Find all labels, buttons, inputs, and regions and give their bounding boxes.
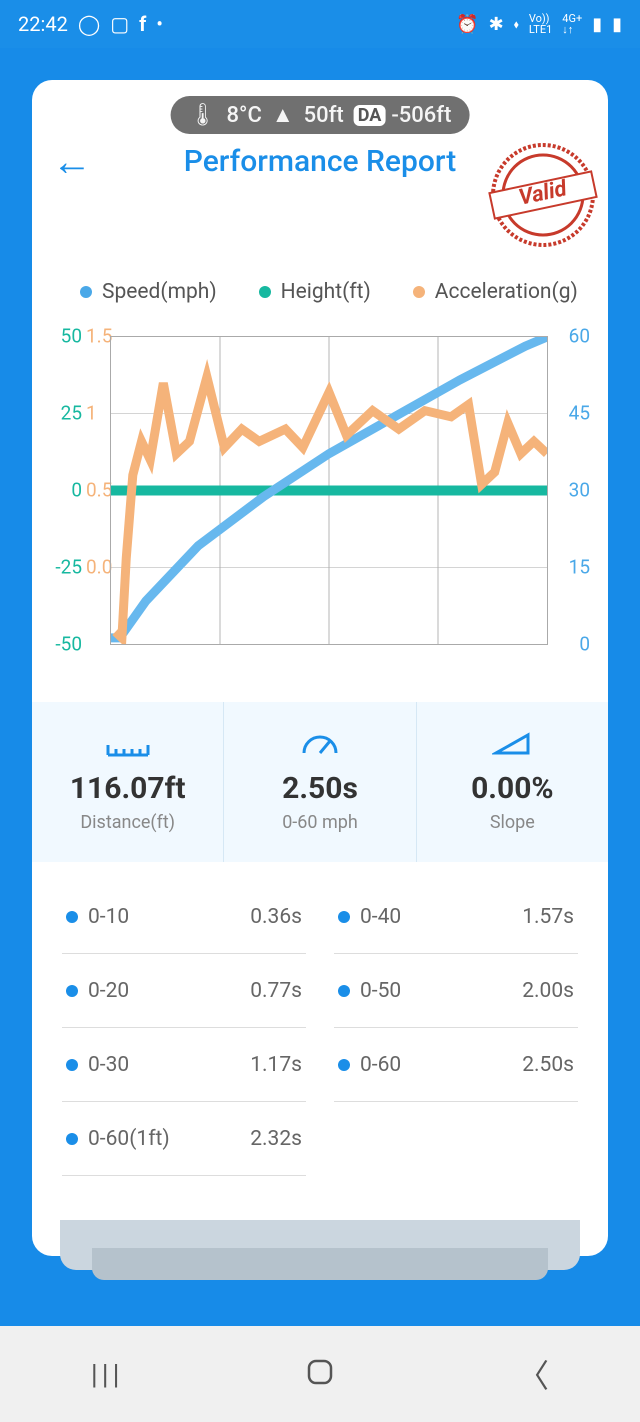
slope-icon: [492, 731, 532, 767]
location-icon: ⬪: [514, 14, 519, 35]
stat-distance-label: Distance(ft): [80, 812, 175, 833]
stat-slope: 0.00% Slope: [417, 702, 608, 862]
report-card: 🌡 8°C ▲ 50ft DA -506ft ← Performance Rep…: [32, 80, 608, 1256]
height-dot-icon: [259, 286, 271, 298]
chart-svg: [111, 337, 547, 644]
status-bar: 22:42 ◯ ▢ f • ⏰ ✱ ⬪ Vo))LTE1 4G+↓↑ ▮ ▮: [0, 0, 640, 48]
page-title: Performance Report: [92, 144, 588, 179]
stat-time-value: 2.50s: [282, 771, 358, 806]
nav-recents-button[interactable]: |||: [91, 1358, 124, 1391]
legend-height: Height(ft): [259, 280, 371, 304]
ruler-icon: [106, 731, 150, 767]
signal-icon: ▮: [592, 14, 602, 35]
whatsapp-icon: ◯: [78, 12, 100, 36]
more-dot-icon: •: [156, 12, 163, 36]
thermometer-icon: 🌡: [189, 103, 217, 128]
chart-legend: Speed(mph) Height(ft) Acceleration(g): [52, 280, 590, 304]
network-icon: 4G+↓↑: [562, 13, 582, 35]
bluetooth-icon: ✱: [489, 14, 504, 35]
split-item: 0-602.50s: [334, 1028, 578, 1102]
speed-dot-icon: [80, 286, 92, 298]
conditions-da: -506ft: [391, 103, 451, 128]
conditions-pill: 🌡 8°C ▲ 50ft DA -506ft: [171, 96, 470, 134]
alarm-icon: ⏰: [456, 14, 478, 35]
volte-icon: Vo))LTE1: [529, 13, 552, 35]
mountain-icon: ▲: [272, 102, 294, 128]
status-time: 22:42: [18, 12, 68, 36]
conditions-temp: 8°C: [227, 103, 262, 128]
image-icon: ▢: [110, 12, 129, 36]
nav-back-button[interactable]: 〈: [517, 1351, 549, 1397]
stats-row: 116.07ft Distance(ft) 2.50s 0-60 mph 0.0…: [32, 702, 608, 862]
nav-home-button[interactable]: [305, 1357, 335, 1391]
split-item: 0-401.57s: [334, 880, 578, 954]
accel-dot-icon: [413, 286, 425, 298]
gauge-icon: [300, 731, 340, 767]
stat-slope-label: Slope: [490, 812, 535, 833]
split-item: 0-60(1ft)2.32s: [62, 1102, 306, 1176]
facebook-icon: f: [139, 12, 146, 36]
axis-speed: 604530150: [556, 336, 590, 644]
status-left: 22:42 ◯ ▢ f •: [18, 12, 163, 36]
split-item: 0-100.36s: [62, 880, 306, 954]
conditions-altitude: 50ft: [304, 103, 344, 128]
split-item: [334, 1102, 578, 1176]
stat-time-label: 0-60 mph: [282, 812, 358, 833]
back-button[interactable]: ←: [52, 138, 92, 185]
stat-slope-value: 0.00%: [471, 771, 554, 806]
da-box-icon: DA: [354, 105, 386, 126]
battery-icon: ▮: [612, 14, 622, 35]
axis-height: 50250-25-50: [52, 336, 82, 644]
android-navbar: ||| 〈: [0, 1326, 640, 1422]
split-item: 0-502.00s: [334, 954, 578, 1028]
split-item: 0-301.17s: [62, 1028, 306, 1102]
splits-table: 0-100.36s 0-401.57s 0-200.77s 0-502.00s 0-30…: [62, 880, 578, 1176]
axis-accel: 1.510.50.0: [86, 336, 112, 644]
stat-distance-value: 116.07ft: [70, 771, 186, 806]
stacked-card-shadow-2: [92, 1248, 548, 1280]
status-right: ⏰ ✱ ⬪ Vo))LTE1 4G+↓↑ ▮ ▮: [456, 13, 622, 35]
chart-plot: [110, 336, 548, 645]
chart-area: Speed(mph) Height(ft) Acceleration(g) 50…: [52, 280, 590, 645]
split-item: 0-200.77s: [62, 954, 306, 1028]
stat-time: 2.50s 0-60 mph: [224, 702, 416, 862]
legend-accel: Acceleration(g): [413, 280, 578, 304]
stat-distance: 116.07ft Distance(ft): [32, 702, 224, 862]
legend-speed: Speed(mph): [80, 280, 217, 304]
